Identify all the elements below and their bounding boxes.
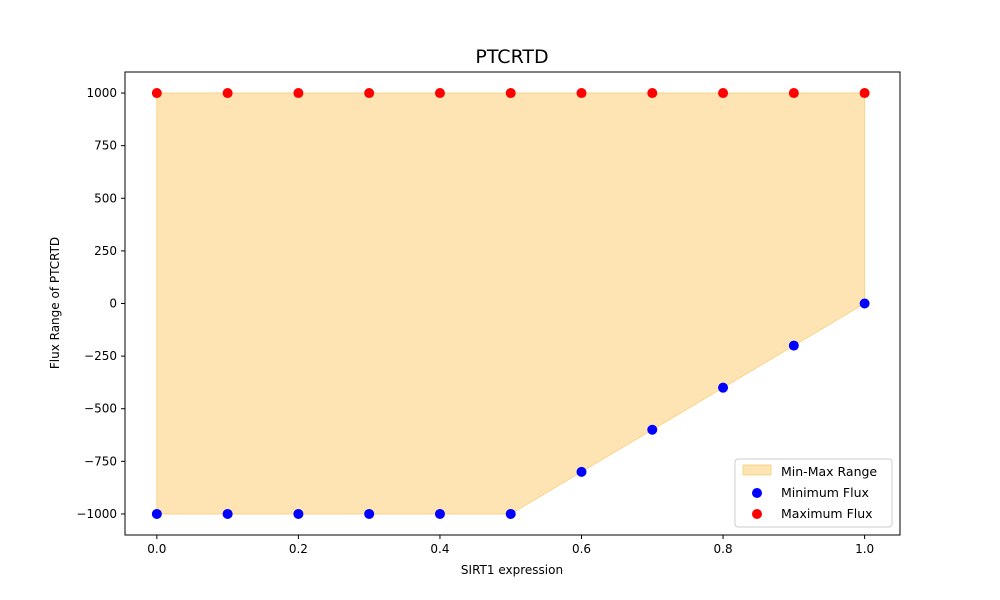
maximum-flux-point <box>576 88 587 99</box>
maximum-flux-point <box>505 88 516 99</box>
x-tick-label: 0.8 <box>714 542 733 556</box>
x-tick-label: 0.0 <box>147 542 166 556</box>
maximum-flux-point <box>293 88 304 99</box>
maximum-flux-point <box>718 88 729 99</box>
y-tick-label: 750 <box>94 139 117 153</box>
y-axis-ticks: 1000 750 500 250 0 −250 −500 −750 −1000 <box>76 86 125 521</box>
maximum-flux-point <box>434 88 445 99</box>
x-tick-label: 1.0 <box>855 542 874 556</box>
x-tick-label: 0.4 <box>430 542 449 556</box>
legend: Min-Max Range Minimum Flux Maximum Flux <box>734 458 893 528</box>
minimum-flux-point <box>718 382 729 393</box>
minimum-flux-point <box>788 340 799 351</box>
maximum-flux-point <box>647 88 658 99</box>
minimum-flux-point <box>364 508 375 519</box>
x-tick-label: 0.2 <box>289 542 308 556</box>
maximum-flux-point <box>151 88 162 99</box>
minimum-flux-point <box>576 466 587 477</box>
y-tick-label: −1000 <box>76 507 117 521</box>
y-tick-label: 500 <box>94 191 117 205</box>
minimum-flux-point <box>859 298 870 309</box>
maximum-flux-points <box>151 88 870 99</box>
y-axis-label: Flux Range of PTCRTD <box>48 237 62 369</box>
minimum-flux-point <box>293 508 304 519</box>
x-axis-ticks: 0.0 0.2 0.4 0.6 0.8 1.0 <box>147 535 874 556</box>
minimum-flux-points <box>151 298 870 519</box>
minimum-flux-point <box>505 508 516 519</box>
legend-label-maximum: Maximum Flux <box>781 506 873 521</box>
maximum-flux-point <box>364 88 375 99</box>
chart-title: PTCRTD <box>475 46 548 68</box>
y-tick-label: −500 <box>84 402 117 416</box>
legend-label-range: Min-Max Range <box>781 464 877 479</box>
x-tick-label: 0.6 <box>572 542 591 556</box>
legend-label-minimum: Minimum Flux <box>781 485 869 500</box>
maximum-flux-point <box>859 88 870 99</box>
legend-swatch-range <box>742 464 772 476</box>
minimum-flux-point <box>222 508 233 519</box>
legend-marker-maximum <box>752 509 762 519</box>
legend-marker-minimum <box>752 488 762 498</box>
minimum-flux-point <box>434 508 445 519</box>
y-tick-label: −250 <box>84 349 117 363</box>
minimum-flux-point <box>151 508 162 519</box>
y-tick-label: 1000 <box>86 86 117 100</box>
maximum-flux-point <box>222 88 233 99</box>
y-tick-label: 250 <box>94 244 117 258</box>
x-axis-label: SIRT1 expression <box>461 563 563 577</box>
y-tick-label: −750 <box>84 454 117 468</box>
y-tick-label: 0 <box>109 297 117 311</box>
maximum-flux-point <box>788 88 799 99</box>
plot-area <box>124 71 901 536</box>
minimum-flux-point <box>647 424 658 435</box>
legend-box <box>734 458 893 528</box>
